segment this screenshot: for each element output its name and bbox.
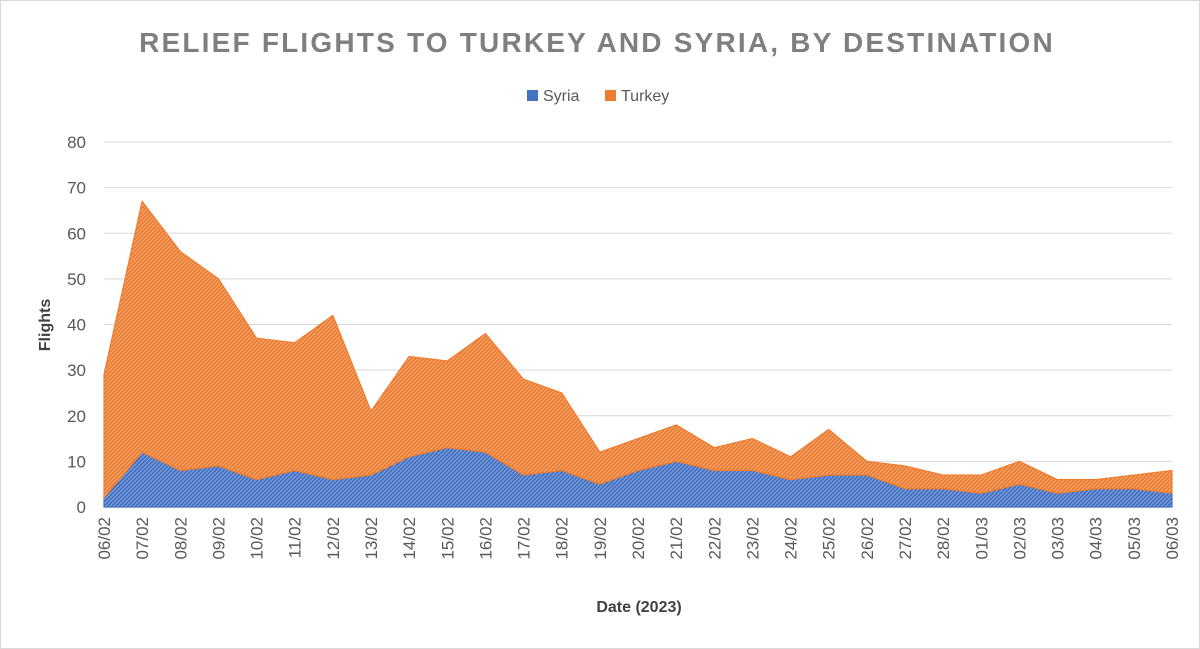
x-tick-label: 06/03 (1163, 517, 1182, 560)
x-tick-label: 21/02 (667, 517, 686, 560)
chart-title: RELIEF FLIGHTS TO TURKEY AND SYRIA, BY D… (139, 27, 1055, 58)
y-tick-label: 50 (67, 270, 86, 289)
legend-item-syria: Syria (527, 88, 580, 105)
y-tick-label: 80 (67, 133, 86, 152)
x-tick-label: 04/03 (1087, 517, 1106, 560)
x-tick-label: 23/02 (743, 517, 762, 560)
y-tick-label: 10 (67, 452, 86, 471)
x-tick-label: 19/02 (591, 517, 610, 560)
legend-swatch-syria (527, 90, 538, 101)
x-tick-label: 11/02 (286, 517, 305, 558)
legend-item-turkey: Turkey (605, 88, 669, 105)
y-tick-label: 40 (67, 316, 86, 335)
x-tick-label: 17/02 (515, 517, 534, 560)
y-tick-label: 20 (67, 407, 86, 426)
x-tick-label: 22/02 (705, 517, 724, 560)
x-axis: 06/02 07/02 08/02 09/02 10/02 11/02 12/02 13/02… (95, 517, 1182, 560)
y-tick-label: 60 (67, 224, 86, 243)
x-tick-label: 26/02 (858, 517, 877, 560)
y-tick-label: 70 (67, 179, 86, 198)
x-tick-label: 20/02 (629, 517, 648, 560)
x-tick-label: 27/02 (896, 517, 915, 560)
legend-swatch-turkey (605, 90, 616, 101)
x-tick-label: 10/02 (248, 517, 267, 560)
y-axis-label: Flights (37, 299, 54, 352)
x-tick-label: 02/03 (1010, 517, 1029, 560)
x-tick-label: 28/02 (934, 517, 953, 560)
y-axis: 0 10 20 30 40 50 60 70 80 (67, 133, 86, 517)
y-tick-label: 0 (77, 498, 86, 517)
legend-label-turkey: Turkey (621, 88, 669, 105)
x-tick-label: 15/02 (438, 517, 457, 560)
x-tick-label: 01/03 (972, 517, 991, 560)
x-tick-label: 18/02 (553, 517, 572, 560)
legend: Syria Turkey (527, 88, 669, 105)
x-tick-label: 07/02 (133, 517, 152, 560)
x-tick-label: 06/02 (95, 517, 114, 560)
plot-area (103, 200, 1173, 508)
x-tick-label: 16/02 (476, 517, 495, 560)
x-axis-label: Date (2023) (596, 599, 681, 616)
x-tick-label: 03/03 (1049, 517, 1068, 560)
x-tick-label: 08/02 (171, 517, 190, 560)
x-tick-label: 24/02 (782, 517, 801, 560)
y-tick-label: 30 (67, 361, 86, 380)
x-tick-label: 13/02 (362, 517, 381, 560)
legend-label-syria: Syria (543, 88, 580, 105)
x-tick-label: 14/02 (400, 517, 419, 560)
x-tick-label: 25/02 (820, 517, 839, 560)
x-tick-label: 05/03 (1125, 517, 1144, 560)
x-tick-label: 09/02 (209, 517, 228, 560)
x-tick-label: 12/02 (324, 517, 343, 560)
area-turkey (103, 200, 1173, 499)
